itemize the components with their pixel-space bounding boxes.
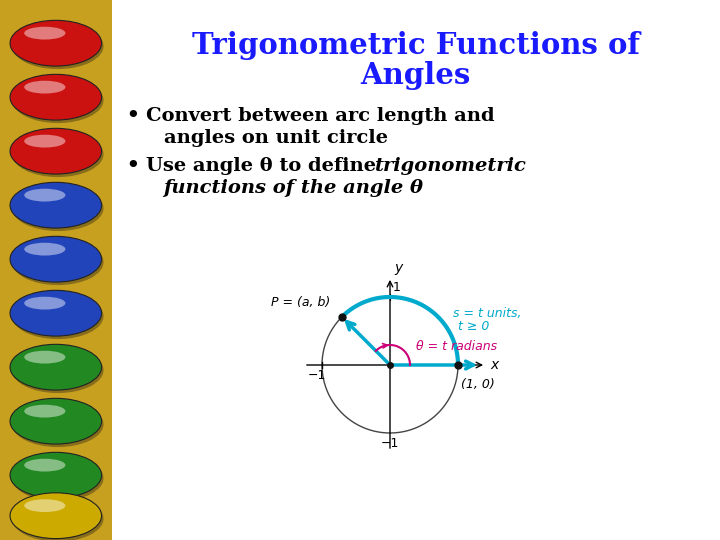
Ellipse shape (24, 404, 66, 417)
Text: •: • (125, 154, 140, 178)
Ellipse shape (12, 293, 104, 339)
Ellipse shape (10, 399, 102, 444)
Text: (1, 0): (1, 0) (461, 378, 495, 391)
Ellipse shape (12, 239, 104, 285)
Ellipse shape (10, 345, 102, 390)
Text: •: • (125, 104, 140, 128)
Ellipse shape (10, 75, 102, 120)
Text: Angles: Angles (361, 62, 471, 91)
Ellipse shape (12, 131, 104, 177)
Text: −1: −1 (381, 437, 399, 450)
Ellipse shape (24, 296, 66, 309)
Text: x: x (490, 358, 498, 372)
Text: functions of the angle θ: functions of the angle θ (163, 179, 423, 197)
Ellipse shape (24, 242, 66, 255)
Text: −1: −1 (308, 369, 326, 382)
Ellipse shape (10, 129, 102, 174)
Ellipse shape (12, 496, 104, 540)
Ellipse shape (12, 185, 104, 231)
Ellipse shape (24, 80, 66, 93)
Ellipse shape (24, 458, 66, 471)
Ellipse shape (10, 237, 102, 282)
Text: θ = t radians: θ = t radians (416, 341, 497, 354)
Text: y: y (394, 261, 402, 275)
Text: trigonometric: trigonometric (374, 157, 526, 175)
Text: 1: 1 (393, 281, 401, 294)
Ellipse shape (24, 134, 66, 147)
Ellipse shape (24, 188, 66, 201)
Text: P = (a, b): P = (a, b) (271, 296, 330, 309)
Ellipse shape (12, 347, 104, 393)
Ellipse shape (24, 350, 66, 363)
Ellipse shape (12, 455, 104, 501)
Ellipse shape (12, 77, 104, 123)
Text: Use angle θ to define: Use angle θ to define (145, 157, 382, 175)
Ellipse shape (12, 401, 104, 447)
Ellipse shape (24, 499, 66, 512)
Bar (0, 0, 112, 540)
Ellipse shape (24, 26, 66, 39)
Ellipse shape (10, 21, 102, 66)
Text: Trigonometric Functions of: Trigonometric Functions of (192, 30, 640, 59)
Ellipse shape (12, 23, 104, 69)
Text: angles on unit circle: angles on unit circle (163, 129, 387, 147)
Ellipse shape (10, 493, 102, 538)
Text: Convert between arc length and: Convert between arc length and (145, 107, 494, 125)
Ellipse shape (10, 453, 102, 498)
Text: t ≥ 0: t ≥ 0 (458, 321, 490, 334)
Ellipse shape (10, 291, 102, 336)
Ellipse shape (10, 183, 102, 228)
Text: s = t units,: s = t units, (453, 307, 521, 320)
